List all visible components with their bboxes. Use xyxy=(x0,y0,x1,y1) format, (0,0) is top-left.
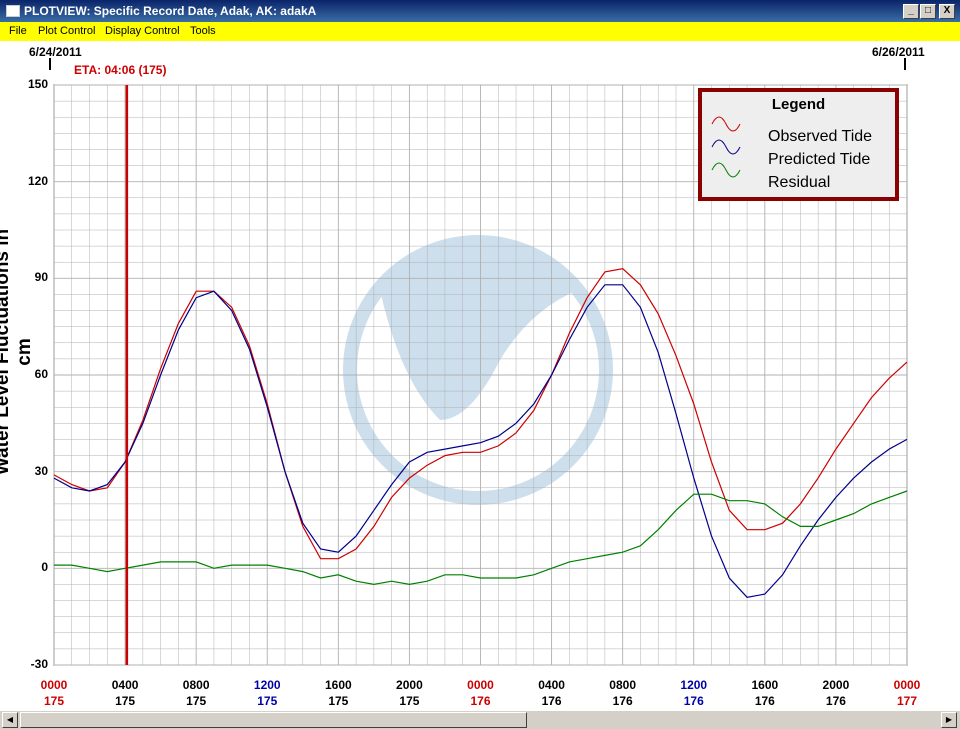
y-tick-label: 60 xyxy=(34,367,48,381)
y-axis-title: Water Level Fluctuations in cm xyxy=(0,228,35,476)
legend-observed-label: Observed Tide xyxy=(768,128,873,145)
minimize-button[interactable]: _ xyxy=(903,4,919,19)
x-tick-time: 1200 xyxy=(680,678,708,692)
x-tick-day: 176 xyxy=(754,694,775,708)
legend-predicted-label: Predicted Tide xyxy=(768,151,871,168)
menu-display-control[interactable]: Display Control xyxy=(105,25,180,37)
menu-bar: File Plot Control Display Control Tools xyxy=(0,22,960,41)
x-tick-time: 0800 xyxy=(182,678,210,692)
menu-plot-control[interactable]: Plot Control xyxy=(38,25,96,37)
legend-observed-swatch xyxy=(711,116,741,132)
x-tick-day: 175 xyxy=(328,694,349,708)
scroll-right-button[interactable]: ▶ xyxy=(941,712,957,728)
start-date-label: 6/24/2011 xyxy=(29,45,82,59)
menu-file[interactable]: File xyxy=(9,25,27,37)
x-tick-time: 0000 xyxy=(893,678,921,692)
legend-residual-swatch xyxy=(711,162,741,178)
window-title: PLOTVIEW: Specific Record Date, Adak, AK… xyxy=(24,4,317,18)
x-tick-day: 176 xyxy=(541,694,562,708)
x-tick-time: 1200 xyxy=(253,678,281,692)
x-tick-day: 175 xyxy=(43,694,65,708)
x-tick-day: 175 xyxy=(115,694,136,708)
x-tick-day: 177 xyxy=(896,694,918,708)
legend-predicted-swatch xyxy=(711,139,741,155)
observed-tide-line xyxy=(53,268,908,560)
x-tick-time: 0400 xyxy=(538,678,565,692)
residual-line xyxy=(54,490,908,586)
x-tick-day: 176 xyxy=(470,694,491,708)
x-tick-time: 1600 xyxy=(751,678,779,692)
maximize-button[interactable]: □ xyxy=(920,4,936,19)
app-icon xyxy=(6,5,20,17)
legend-title: Legend xyxy=(771,96,826,113)
scroll-thumb[interactable] xyxy=(20,712,527,728)
x-tick-day: 176 xyxy=(683,694,704,708)
x-tick-day: 175 xyxy=(399,694,420,708)
x-tick-time: 0400 xyxy=(111,678,139,692)
scroll-left-button[interactable]: ◀ xyxy=(2,712,18,728)
x-tick-day: 175 xyxy=(186,694,207,708)
y-tick-label: 150 xyxy=(27,77,48,91)
horizontal-scrollbar[interactable]: ◀ ▶ xyxy=(0,710,960,729)
window-titlebar: PLOTVIEW: Specific Record Date, Adak, AK… xyxy=(0,0,960,22)
legend: Legend Observed Tide Predicted Tide Resi… xyxy=(698,88,899,201)
x-tick-time: 2000 xyxy=(396,678,423,692)
x-tick-time: 0000 xyxy=(40,678,68,692)
x-tick-time: 0800 xyxy=(609,678,636,692)
x-tick-time: 0000 xyxy=(467,678,494,692)
y-tick-label: 120 xyxy=(27,173,48,188)
eta-label: ETA: 04:06 (175) xyxy=(74,63,167,77)
legend-swatches xyxy=(711,116,741,178)
menu-tools[interactable]: Tools xyxy=(190,25,216,37)
x-tick-day: 176 xyxy=(612,694,633,708)
legend-residual-label: Residual xyxy=(768,174,831,191)
end-date-label: 6/26/2011 xyxy=(872,45,925,59)
y-tick-label: 90 xyxy=(34,270,48,285)
close-button[interactable]: X xyxy=(939,4,955,19)
predicted-tide-line xyxy=(53,284,908,598)
y-tick-label: 0 xyxy=(41,560,48,575)
noaa-watermark xyxy=(343,235,613,505)
x-tick-day: 175 xyxy=(257,694,278,708)
x-tick-time: 1600 xyxy=(324,678,352,692)
y-tick-label: -30 xyxy=(30,657,48,671)
x-tick-time: 2000 xyxy=(822,678,850,692)
x-tick-day: 176 xyxy=(825,694,846,708)
y-tick-label: 30 xyxy=(34,463,48,478)
tide-chart xyxy=(49,58,908,666)
